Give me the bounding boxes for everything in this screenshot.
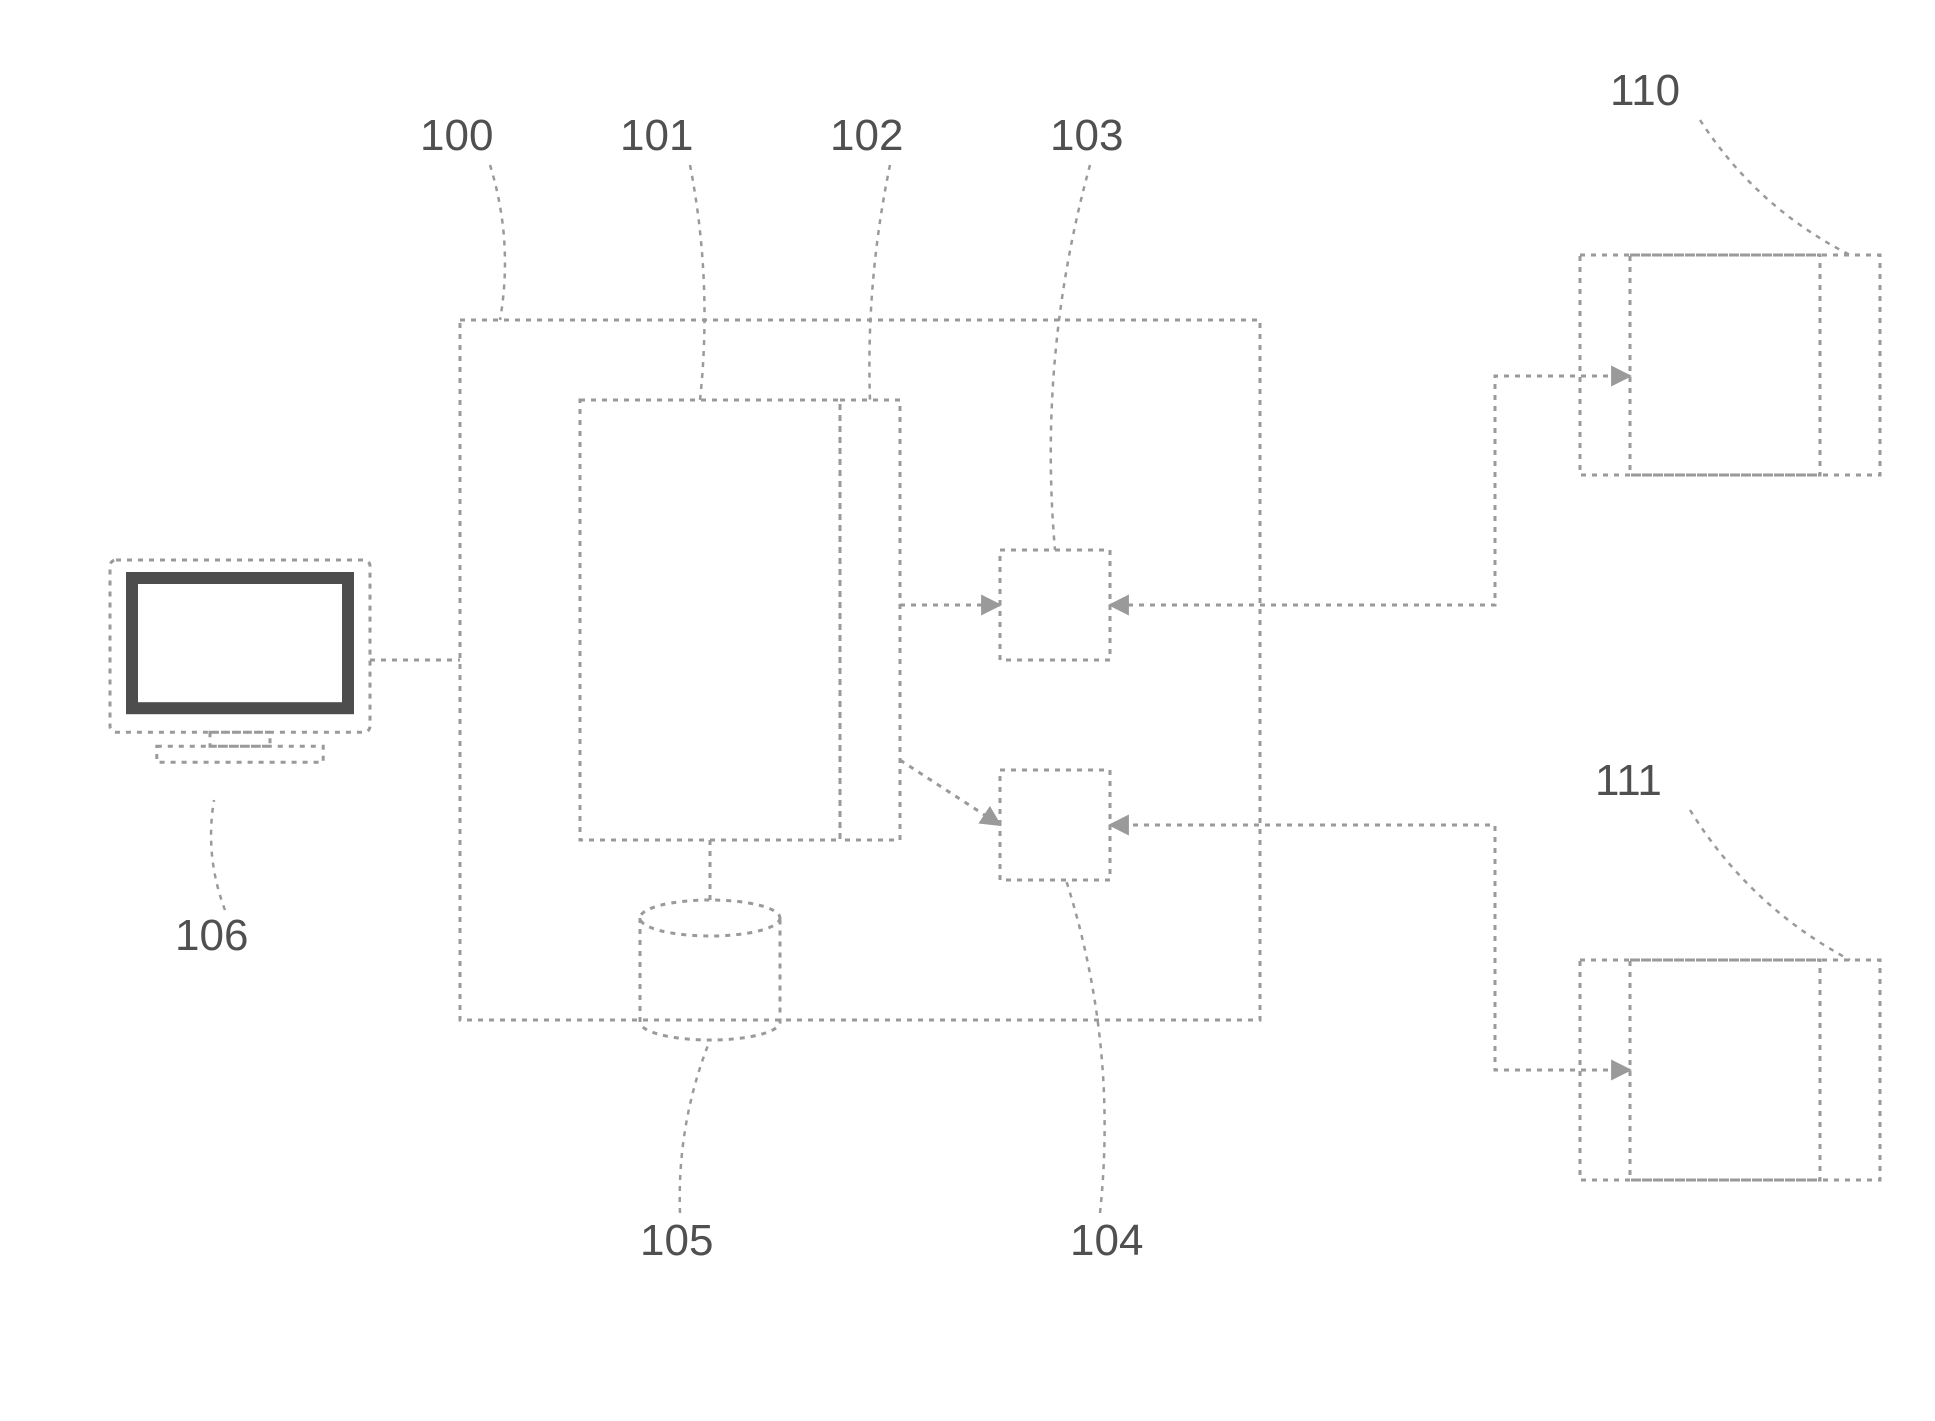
label-106: 106: [175, 911, 248, 960]
label-101: 101: [620, 111, 693, 160]
block-111-inner: [1630, 960, 1820, 1180]
block-110-inner: [1630, 255, 1820, 475]
conn-104-111: [1110, 825, 1630, 1070]
conn-102-104: [900, 760, 1000, 825]
label-100: 100: [420, 111, 493, 160]
block-110-outer: [1580, 255, 1880, 475]
label-102: 102: [830, 111, 903, 160]
leader-111: [1690, 810, 1850, 960]
leader-105: [680, 1040, 710, 1213]
leader-110: [1700, 120, 1850, 255]
monitor-106: [110, 560, 370, 762]
leader-101: [690, 165, 705, 400]
block-103: [1000, 550, 1110, 660]
label-105: 105: [640, 1216, 713, 1265]
label-110: 110: [1610, 66, 1680, 115]
leader-100: [490, 165, 505, 320]
conn-103-110: [1110, 376, 1630, 605]
label-111: 111: [1595, 756, 1662, 805]
leader-104: [1066, 880, 1105, 1213]
block-104: [1000, 770, 1110, 880]
block-101: [580, 400, 840, 840]
leader-103: [1051, 165, 1090, 550]
label-104: 104: [1070, 1216, 1143, 1265]
label-103: 103: [1050, 111, 1123, 160]
strip-102: [840, 400, 900, 840]
leader-102: [869, 165, 890, 400]
leader-106: [211, 800, 225, 910]
